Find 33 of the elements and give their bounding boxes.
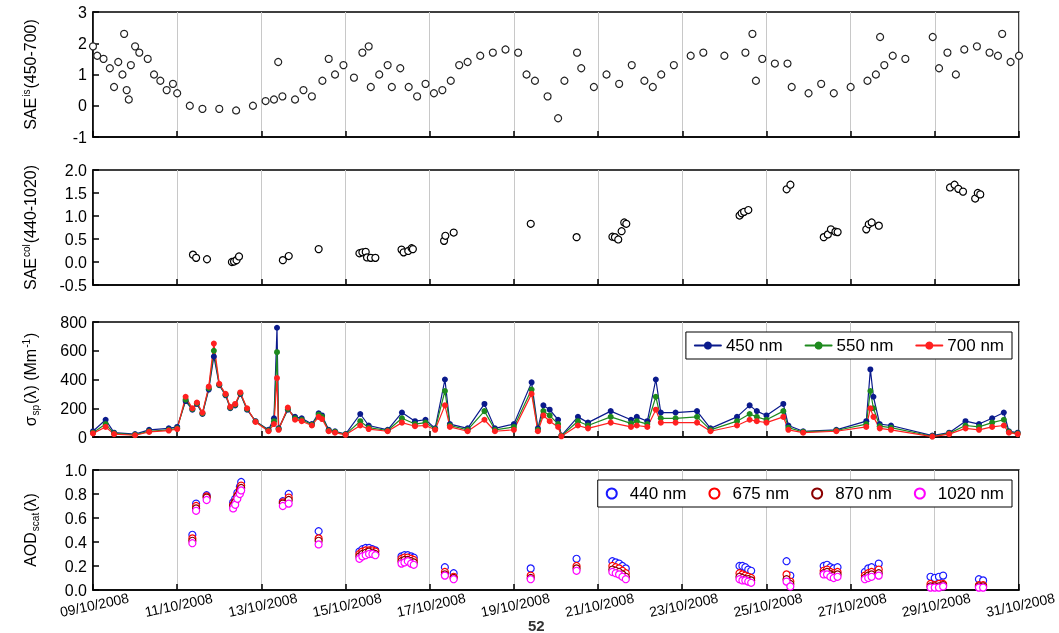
y-tick-label: 800 [60,313,88,331]
y-tick-label: 2 [78,34,88,52]
legend-label: 700 nm [947,336,1004,355]
y-axis-title: SAEcol(440-1020) [20,164,39,291]
y-tick-label: 0.0 [64,253,88,271]
y-axis-title: AODscat(λ) [21,493,41,567]
legend-label: 870 nm [835,484,892,503]
y-tick-label: 1.0 [64,207,88,225]
legend-label: 675 nm [732,484,790,503]
y-tick-label: 0.2 [64,557,88,575]
y-tick-label: 3 [78,3,88,21]
legend-label: 450 nm [725,336,783,355]
y-tick-label: -0.5 [59,276,88,294]
y-tick-label: 2.0 [64,161,88,179]
y-tick-label: 0.6 [64,509,88,527]
y-tick-label: 200 [60,399,88,417]
legend-label: 550 nm [836,336,894,355]
y-tick-label: -1 [72,128,88,146]
y-tick-label: 0.4 [64,533,88,551]
y-axis-title: σsp(λ) (Mm-1) [20,332,41,427]
y-tick-label: 1.5 [64,184,88,202]
legend-label: 1020 nm [937,484,1005,503]
text: 52 [528,617,545,633]
y-axis-title: SAEis(450-700) [20,19,39,130]
y-tick-label: 0 [78,97,88,115]
y-tick-label: 0.8 [64,485,88,503]
y-tick-label: 1.0 [64,461,88,479]
y-tick-label: 0.5 [64,230,88,248]
y-tick-label: 400 [60,371,88,388]
y-tick-label: 0 [78,428,88,446]
legend-label: 440 nm [629,484,687,503]
y-tick-label: 1 [78,66,88,83]
y-tick-label: 600 [60,342,88,360]
